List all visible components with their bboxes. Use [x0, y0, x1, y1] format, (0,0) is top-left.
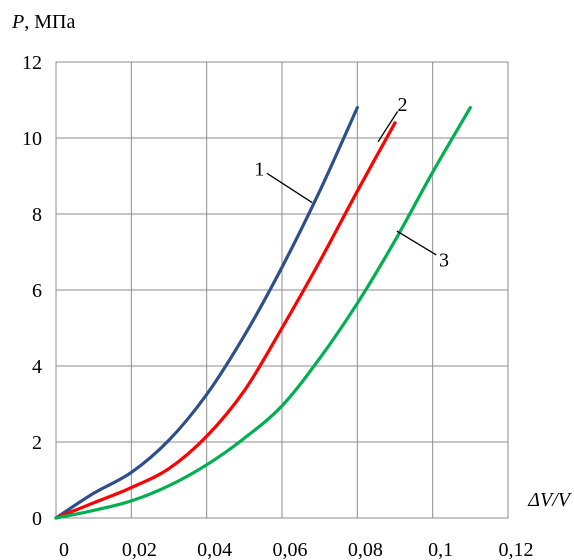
x-tick-label: 0,12: [499, 539, 534, 560]
grid: [56, 62, 508, 518]
x-axis-label: ΔV/V: [527, 489, 573, 511]
x-tick-label: 0,02: [122, 539, 157, 560]
series-2-leader: [377, 111, 399, 143]
x-tick-label: 0: [59, 539, 69, 560]
series-annotations: 1 2 3: [254, 94, 449, 272]
y-tick-label: 8: [32, 204, 42, 226]
y-axis-label: P, МПа: [11, 11, 75, 33]
series-2-line: [54, 121, 397, 520]
y-tick-label: 12: [22, 52, 42, 74]
series-3-leader: [396, 230, 437, 256]
series-1-line: [54, 106, 359, 520]
plot-frame: [55, 61, 509, 519]
series-1-label: 1: [254, 158, 264, 180]
series-1-leader: [266, 172, 313, 204]
x-tick-label: 0,08: [348, 539, 383, 560]
series-3-label: 3: [439, 250, 449, 272]
x-tick-label: 0,06: [273, 539, 308, 560]
x-tick-label: 0,1: [428, 539, 453, 560]
x-tick-labels: 0 0,02 0,04 0,06 0,08 0,1 0,12: [59, 539, 534, 560]
y-tick-label: 0: [32, 508, 42, 530]
series-group: [54, 106, 472, 520]
series-2-label: 2: [398, 94, 408, 116]
y-tick-label: 6: [32, 280, 42, 302]
y-tick-label: 2: [32, 432, 42, 454]
x-tick-label: 0,04: [197, 539, 232, 560]
y-tick-label: 4: [32, 356, 42, 378]
y-tick-label: 10: [22, 128, 42, 150]
y-tick-labels: 0 2 4 6 8 10 12: [22, 52, 42, 530]
series-3-line: [54, 106, 472, 520]
